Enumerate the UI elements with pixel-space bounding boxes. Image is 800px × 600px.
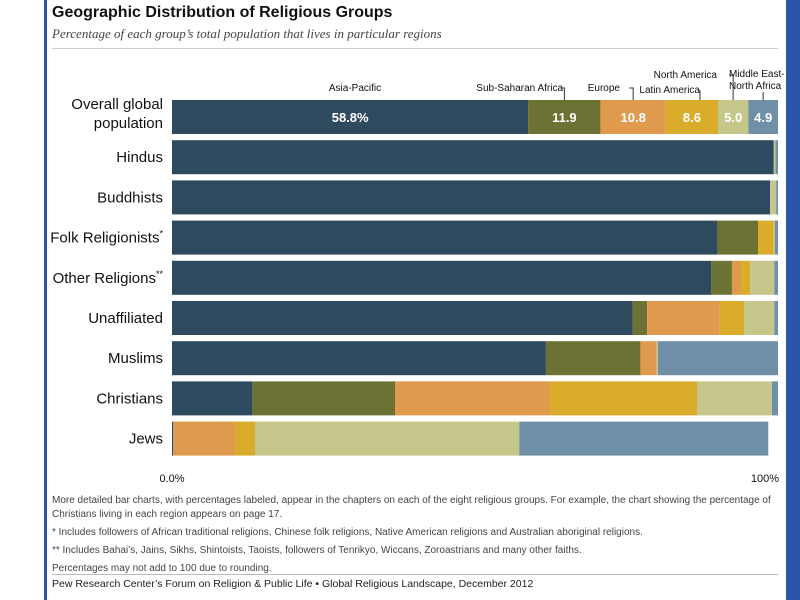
bar-seg-folk-religionists-north-america — [773, 220, 775, 255]
row-label-buddhists: Buddhists — [97, 189, 163, 206]
bar-seg-overall-global-population-europe — [600, 100, 666, 134]
data-label-5: 4.9 — [754, 110, 772, 125]
data-label-2: 10.8 — [621, 110, 646, 125]
footnotes: More detailed bar charts, with percentag… — [52, 494, 772, 580]
bar-seg-overall-global-population-north-america — [718, 100, 749, 134]
row-label-overall-global-population: Overall global population — [71, 96, 163, 132]
bar-seg-muslims-north-america — [656, 341, 659, 376]
data-label-3: 8.6 — [683, 110, 701, 125]
bar-seg-christians-middle-east-north-africa — [771, 381, 778, 416]
callout-north-america: North America — [654, 70, 718, 81]
row-label-folk-religionists: Folk Religionists* — [50, 229, 163, 247]
data-label-0: 58.8% — [332, 110, 369, 125]
bar-seg-other-religions-sub-saharan-africa — [711, 260, 732, 295]
bar-seg-christians-north-america — [697, 381, 772, 416]
bar-seg-christians-europe — [395, 381, 550, 416]
callout-ssa: Sub-Saharan Africa — [476, 83, 563, 94]
row-label-christians: Christians — [96, 390, 163, 407]
x-tick-100: 100% — [751, 473, 779, 485]
note-detail: More detailed bar charts, with percentag… — [52, 495, 771, 520]
bar-seg-overall-global-population-middle-east-north-africa — [748, 100, 778, 134]
bar-seg-hindus-middle-east-north-africa — [775, 140, 778, 175]
bar-seg-buddhists-north-america — [770, 180, 777, 215]
data-label-4: 5.0 — [724, 110, 742, 125]
row-label-other-religions: Other Religions** — [53, 269, 164, 287]
bar-seg-other-religions-europe — [731, 260, 742, 295]
left-accent-rule — [44, 0, 47, 600]
note-folk: * Includes followers of African traditio… — [52, 527, 643, 538]
bar-seg-other-religions-latin-america — [741, 260, 751, 295]
callout-latin-america: Latin America — [639, 85, 700, 96]
bar-seg-folk-religionists-asia-pacific — [172, 220, 718, 255]
bar-seg-overall-global-population-latin-america — [665, 100, 719, 134]
bar-seg-jews-latin-america — [235, 421, 256, 456]
row-label-hindus: Hindus — [116, 149, 163, 166]
callout-line-north-america — [729, 74, 734, 100]
callout-mena-line1: Middle East- — [729, 69, 785, 80]
bar-seg-jews-north-america — [255, 421, 520, 456]
source-credit: Pew Research Center’s Forum on Religion … — [52, 578, 534, 590]
bar-seg-overall-global-population-asia-pacific — [172, 100, 529, 134]
chart-subtitle: Percentage of each group’s total populat… — [52, 26, 442, 41]
bar-seg-jews-asia-pacific — [172, 421, 174, 456]
bar-seg-overall-global-population-sub-saharan-africa — [528, 100, 601, 134]
bar-seg-buddhists-middle-east-north-africa — [776, 180, 778, 215]
bar-seg-unaffiliated-latin-america — [719, 301, 745, 335]
title-divider — [52, 48, 778, 49]
bar-seg-unaffiliated-asia-pacific — [172, 301, 633, 335]
bar-seg-unaffiliated-sub-saharan-africa — [632, 301, 648, 335]
chart-title: Geographic Distribution of Religious Gro… — [52, 4, 393, 21]
bar-seg-muslims-asia-pacific — [172, 341, 546, 376]
bar-seg-christians-asia-pacific — [172, 381, 252, 416]
bar-seg-jews-europe — [173, 421, 236, 456]
bar-seg-other-religions-north-america — [750, 260, 775, 295]
row-label-unaffiliated: Unaffiliated — [88, 310, 163, 327]
bar-seg-unaffiliated-north-america — [744, 301, 775, 335]
x-tick-0: 0.0% — [159, 473, 184, 485]
callout-line-ssa — [560, 87, 565, 100]
bar-seg-muslims-europe — [640, 341, 657, 376]
source-divider — [52, 574, 778, 575]
callout-line-europe — [629, 87, 634, 100]
callout-asia-pacific: Asia-Pacific — [329, 83, 381, 94]
stacked-bar-chart: Overall global population Hindus Buddhists F… — [50, 69, 785, 485]
row-label-jews: Jews — [129, 431, 163, 448]
bar-seg-unaffiliated-europe — [647, 301, 720, 335]
bar-seg-other-religions-asia-pacific — [172, 260, 712, 295]
note-other: ** Includes Bahai’s, Jains, Sikhs, Shint… — [52, 545, 582, 556]
bar-seg-hindus-asia-pacific — [172, 140, 774, 175]
callout-europe: Europe — [588, 83, 621, 94]
row-label-muslims: Muslims — [108, 350, 163, 367]
bar-seg-unaffiliated-middle-east-north-africa — [774, 301, 778, 335]
bar-seg-jews-middle-east-north-africa — [519, 421, 769, 456]
bar-seg-folk-religionists-sub-saharan-africa — [717, 220, 759, 255]
bar-seg-christians-latin-america — [549, 381, 698, 416]
bar-seg-other-religions-middle-east-north-africa — [774, 260, 778, 295]
bar-seg-folk-religionists-latin-america — [758, 220, 774, 255]
data-label-1: 11.9 — [552, 110, 577, 125]
bar-seg-christians-sub-saharan-africa — [251, 381, 396, 416]
note-rounding: Percentages may not add to 100 due to ro… — [52, 563, 272, 574]
bar-seg-muslims-sub-saharan-africa — [545, 341, 641, 376]
callout-mena-line2: North Africa — [729, 81, 782, 92]
right-edge-strip — [786, 0, 800, 600]
bar-seg-hindus-north-america — [773, 140, 776, 175]
bar-seg-folk-religionists-middle-east-north-africa — [774, 220, 778, 255]
bar-seg-buddhists-asia-pacific — [172, 180, 771, 215]
bar-seg-muslims-middle-east-north-africa — [658, 341, 778, 376]
